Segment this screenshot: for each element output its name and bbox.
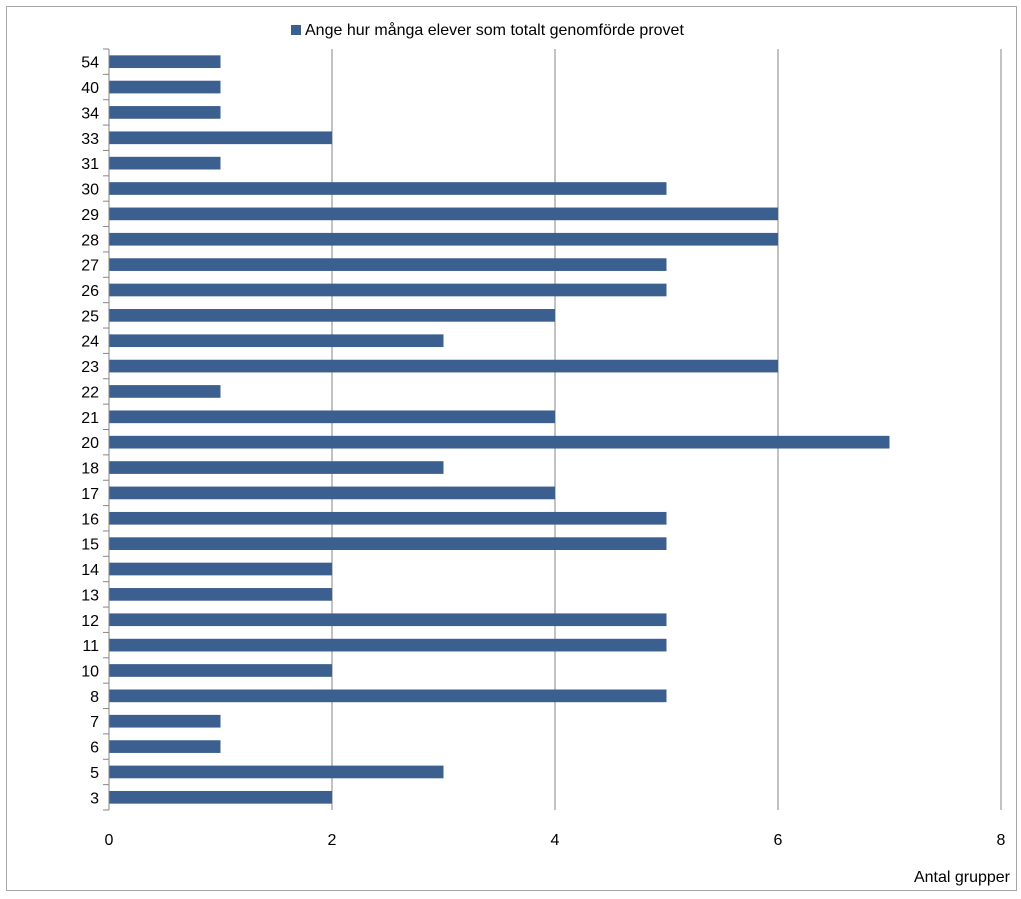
y-tick-label: 33 [81, 131, 99, 148]
bar [109, 740, 221, 753]
bar [109, 258, 667, 271]
y-tick-label: 21 [81, 410, 99, 427]
bar [109, 207, 778, 221]
bar [109, 131, 332, 145]
y-tick-label: 18 [81, 461, 99, 478]
bar [109, 80, 221, 94]
bar [109, 461, 444, 474]
bar [109, 156, 221, 170]
y-tick-label: 16 [81, 511, 99, 528]
bar [109, 537, 667, 550]
bar [109, 435, 890, 449]
y-tick-label: 14 [81, 562, 99, 579]
y-tick-label: 24 [81, 334, 99, 351]
bar [109, 689, 667, 703]
y-tick-label: 8 [90, 689, 99, 706]
bar [109, 511, 667, 525]
bar [109, 283, 667, 297]
y-tick-label: 30 [81, 182, 99, 199]
bar [109, 638, 667, 652]
legend-swatch [291, 25, 301, 35]
bar [109, 790, 332, 804]
x-axis-label: Antal grupper [914, 869, 1011, 886]
bar [109, 410, 555, 424]
axes [103, 48, 110, 811]
x-tick-labels: 0 2 4 6 8 [105, 832, 1006, 849]
y-tick-label: 12 [81, 613, 99, 630]
y-tick-labels: 3 5 6 7 8 10 11 12 13 14 15 16 17 18 20 21 22 23 24 25 26 27 2… [81, 55, 99, 808]
y-tick-label: 23 [81, 359, 99, 376]
x-tick-label: 4 [551, 832, 560, 849]
bar [109, 334, 444, 348]
bar [109, 359, 778, 373]
bar [109, 232, 778, 246]
y-tick-label: 31 [81, 156, 99, 173]
y-tick-label: 22 [81, 384, 99, 401]
y-tick-label: 34 [81, 105, 99, 122]
y-tick-label: 13 [81, 587, 99, 604]
bar [109, 664, 332, 677]
bar [109, 613, 667, 627]
y-tick-label: 6 [90, 740, 99, 757]
bar [109, 55, 221, 69]
bar [109, 106, 221, 119]
y-tick-label: 54 [81, 55, 99, 72]
y-tick-label: 3 [90, 790, 99, 807]
legend: Ange hur många elever som totalt genomfö… [291, 21, 684, 39]
y-tick-label: 40 [81, 80, 99, 97]
x-tick-label: 6 [774, 832, 783, 849]
bar [109, 562, 332, 576]
y-tick-label: 25 [81, 308, 99, 325]
y-tick-label: 26 [81, 283, 99, 300]
y-tick-label: 15 [81, 537, 99, 554]
y-tick-label: 10 [81, 663, 99, 680]
y-tick-label: 27 [81, 258, 99, 275]
bar [109, 309, 555, 322]
y-tick-label: 7 [90, 714, 99, 731]
y-tick-label: 29 [81, 207, 99, 224]
x-tick-label: 0 [105, 832, 114, 849]
bar [109, 486, 555, 500]
bar [109, 385, 221, 398]
bar [109, 182, 667, 195]
bar [109, 765, 444, 779]
bar [109, 588, 332, 601]
bar [109, 714, 221, 728]
y-tick-label: 11 [82, 638, 99, 655]
gridlines [331, 49, 1002, 810]
x-tick-label: 8 [997, 832, 1006, 849]
legend-label: Ange hur många elever som totalt genomfö… [305, 21, 684, 39]
bars [109, 55, 890, 804]
y-tick-label: 17 [81, 486, 99, 503]
y-tick-label: 5 [90, 765, 99, 782]
y-tick-label: 28 [81, 232, 99, 249]
x-tick-label: 2 [328, 832, 337, 849]
y-tick-label: 20 [81, 435, 99, 452]
